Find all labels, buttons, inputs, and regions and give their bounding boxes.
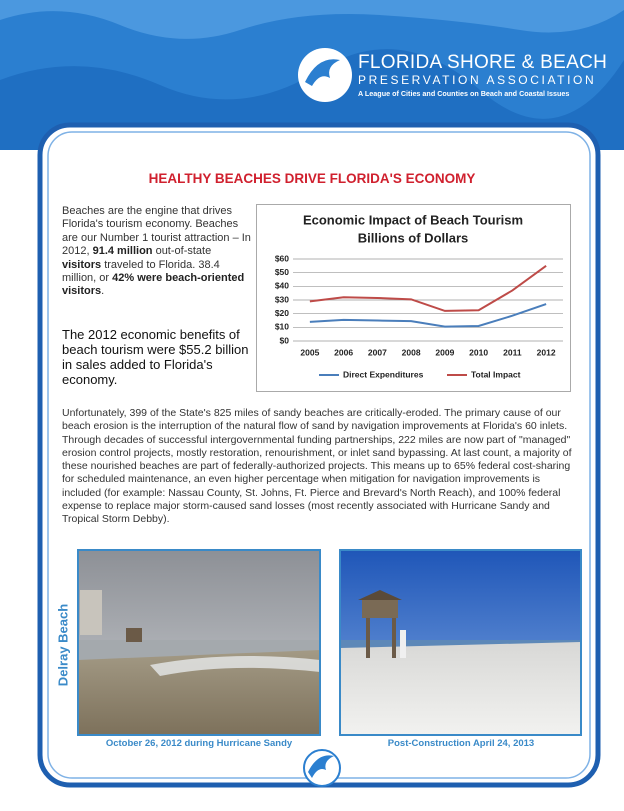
x-tick-label: 2012 — [537, 347, 556, 357]
caption: Post-Construction April 24, 2013 — [387, 738, 535, 749]
x-tick-label: 2005 — [300, 347, 319, 357]
callout: The 2012 economic benefits of beach tour… — [62, 327, 249, 387]
footer-logo-wave — [308, 755, 334, 778]
photo-right — [340, 550, 581, 735]
photo-border — [339, 549, 582, 736]
y-tick-label: $50 — [275, 267, 289, 277]
text: visitors — [62, 258, 102, 271]
series-line — [309, 265, 547, 312]
logo-wave — [305, 59, 340, 86]
x-tick-label: 2007 — [368, 347, 387, 357]
x-tick-label: 2010 — [469, 347, 488, 357]
legend-label: Direct Expenditures — [343, 369, 424, 379]
body-text: Unfortunately, 399 of the State's 825 mi… — [62, 407, 572, 526]
org-name-sub: PRESERVATION ASSOCIATION — [358, 73, 597, 87]
legend-label: Total Impact — [471, 369, 521, 379]
side-label: Delray Beach — [55, 604, 70, 686]
x-tick-label: 2011 — [503, 347, 522, 357]
wave — [0, 0, 624, 39]
x-tick-label: 2008 — [402, 347, 421, 357]
y-tick-label: $20 — [275, 308, 289, 318]
text: traveled to Florida. 38.4 million, or — [62, 258, 220, 285]
chart-subtitle: Billions of Dollars — [358, 230, 469, 245]
y-tick-label: $40 — [275, 281, 289, 291]
text: . — [101, 285, 105, 298]
heading: HEALTHY BEACHES DRIVE FLORIDA'S ECONOMY — [148, 171, 476, 186]
x-tick-label: 2009 — [435, 347, 454, 357]
photo-left — [78, 550, 320, 735]
y-tick-label: $10 — [275, 322, 289, 332]
chart-box: Economic Impact of Beach Tourism Billion… — [256, 204, 571, 392]
intro: Beaches are the engine that drives Flori… — [62, 205, 252, 299]
x-tick-label: 2006 — [334, 347, 353, 357]
y-tick-label: $60 — [275, 253, 289, 263]
photo-border — [77, 549, 321, 736]
tagline: A League of Cities and Counties on Beach… — [358, 89, 570, 98]
text: out-of-state — [152, 245, 212, 258]
text: were beach-oriented visitors — [62, 272, 245, 298]
chart: Economic Impact of Beach Tourism Billion… — [275, 212, 563, 379]
text: Beaches are the engine that drives Flori… — [62, 205, 251, 258]
y-tick-label: $0 — [280, 335, 290, 345]
series-line — [309, 303, 547, 328]
text: 42% — [112, 272, 135, 285]
caption: October 26, 2012 during Hurricane Sandy — [105, 738, 293, 749]
chart-title: Economic Impact of Beach Tourism — [303, 212, 523, 227]
text: 91.4 million — [92, 245, 153, 258]
side-label-box: Delray Beach — [55, 604, 70, 686]
org-name: FLORIDA SHORE & BEACH — [358, 52, 608, 73]
y-tick-label: $30 — [275, 294, 289, 304]
